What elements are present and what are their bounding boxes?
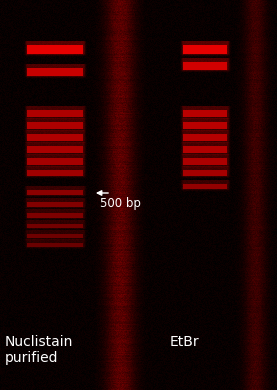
Text: 500 bp: 500 bp — [100, 197, 141, 210]
Text: EtBr: EtBr — [170, 335, 200, 349]
Text: Nuclistain
purified: Nuclistain purified — [5, 335, 73, 365]
